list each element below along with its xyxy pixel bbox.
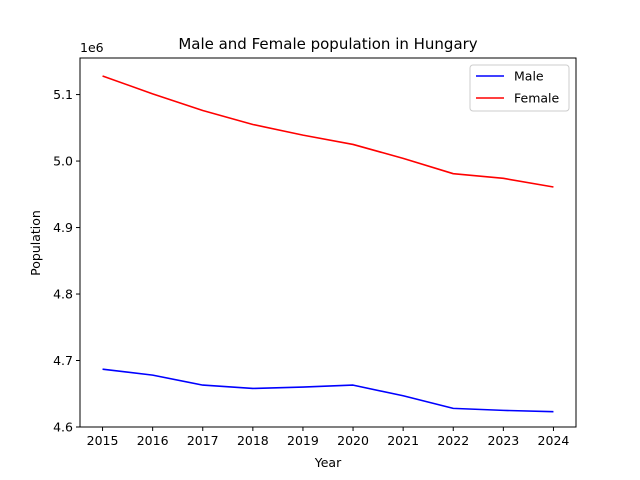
y-tick-label: 5.0 [53, 154, 73, 169]
x-tick-label: 2018 [237, 433, 269, 448]
legend-label-female: Female [514, 91, 560, 106]
chart-title: Male and Female population in Hungary [178, 35, 477, 53]
legend-label-male: Male [514, 69, 544, 84]
y-axis-title: Population [28, 210, 43, 276]
series-line-male [102, 368, 554, 413]
series-line-female [102, 75, 554, 188]
x-tick-label: 2022 [437, 433, 469, 448]
x-tick-label: 2015 [87, 433, 119, 448]
x-tick-label: 2016 [137, 433, 169, 448]
x-axis-title: Year [314, 455, 342, 470]
y-axis-offset-label: 1e6 [80, 40, 104, 55]
plot-area: 2015 2016 2017 2018 2019 2020 2021 2022 2023 2024… [53, 57, 577, 448]
x-tick-label: 2024 [538, 433, 570, 448]
y-tick-label: 4.6 [53, 420, 73, 435]
x-tick-label: 2019 [287, 433, 319, 448]
y-tick-label: 4.9 [53, 220, 73, 235]
y-tick-label: 4.7 [53, 353, 73, 368]
y-tick-label: 4.8 [53, 287, 73, 302]
x-tick-label: 2020 [337, 433, 369, 448]
x-tick-label: 2023 [487, 433, 519, 448]
x-tick-label: 2021 [387, 433, 419, 448]
plot-frame [79, 57, 577, 428]
x-tick-label: 2017 [187, 433, 219, 448]
y-tick-label: 5.1 [53, 87, 73, 102]
